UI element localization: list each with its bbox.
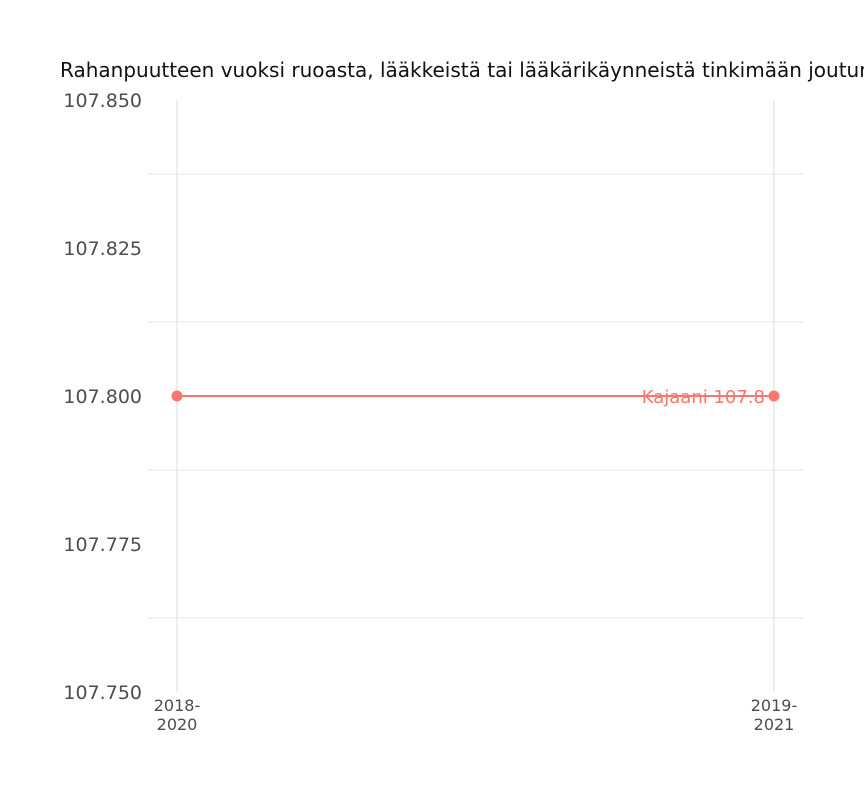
x-axis: 2018-2020 2019-2021 bbox=[154, 696, 798, 734]
y-axis: 107.750 107.775 107.800 107.825 107.850 bbox=[63, 90, 142, 704]
y-tick-label: 107.775 bbox=[63, 534, 142, 556]
series-end-label: Kajaani 107.8 bbox=[642, 387, 765, 408]
y-tick-label: 107.750 bbox=[63, 682, 142, 704]
x-tick-label: 2018-2020 bbox=[154, 696, 201, 734]
data-point bbox=[171, 390, 183, 402]
y-tick-label: 107.850 bbox=[63, 90, 142, 112]
y-tick-label: 107.825 bbox=[63, 238, 142, 260]
series-layer: Kajaani 107.8 bbox=[171, 387, 780, 408]
y-tick-label: 107.800 bbox=[63, 386, 142, 408]
data-point bbox=[768, 390, 780, 402]
x-tick-label: 2019-2021 bbox=[751, 696, 798, 734]
chart-title: Rahanpuutteen vuoksi ruoasta, lääkkeistä… bbox=[60, 58, 864, 82]
